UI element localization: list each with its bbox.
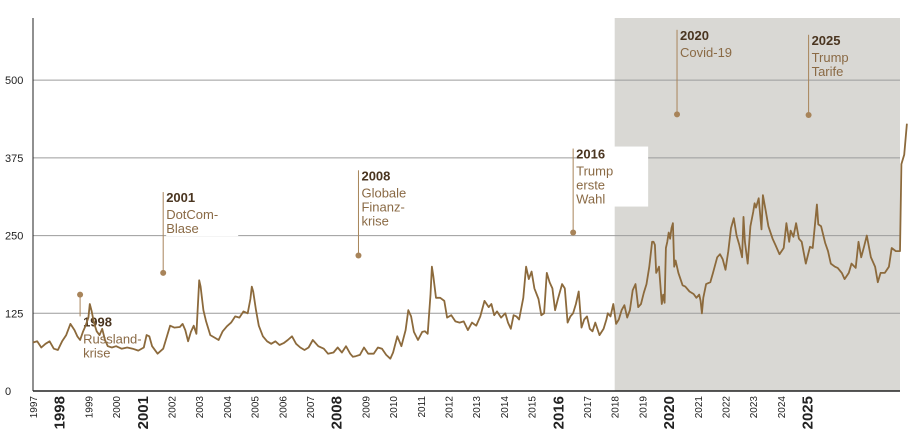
x-tick-label: 2006 <box>278 396 289 419</box>
x-tick-label: 2024 <box>777 396 788 419</box>
x-tick-label: 2003 <box>195 396 206 419</box>
annotation-year: 2020 <box>680 28 709 43</box>
annotation-text-line: DotCom- <box>166 207 218 222</box>
annotation-year: 1998 <box>83 314 112 329</box>
y-tick-label: 125 <box>5 308 23 320</box>
x-tick-label: 2001 <box>135 396 152 429</box>
annotation-year: 2016 <box>576 147 605 162</box>
annotation-text-line: Finanz- <box>361 199 404 214</box>
annotation-text-line: Trump <box>812 50 849 65</box>
series-layer <box>32 123 908 360</box>
x-tick-label: 1998 <box>52 396 69 429</box>
annotation-year: 2025 <box>812 33 841 48</box>
x-tick-label: 2000 <box>112 396 123 419</box>
annotation-text-line: Tarife <box>812 64 844 79</box>
x-tick-label: 2005 <box>251 396 262 419</box>
annotation-text-line: Wahl <box>576 192 605 207</box>
annotation-text-line: erste <box>576 178 605 193</box>
annotation-text-line: Russland- <box>83 331 142 346</box>
annotation-marker <box>674 111 681 118</box>
x-tick-label: 2008 <box>329 396 346 429</box>
series-line <box>32 123 908 360</box>
annotation-label-backing <box>83 314 156 361</box>
annotation-year: 2001 <box>166 190 195 205</box>
axis-layer: 125 250 375 500 0 1997 1998 1999 2000 2001 2002 200… <box>5 18 900 429</box>
annotation-marker <box>160 269 167 276</box>
annotation-text-line: Blase <box>166 221 199 236</box>
annotation-text-line: krise <box>361 213 388 228</box>
annotation-label-backing <box>576 146 649 207</box>
x-tick-label: 2025 <box>800 396 817 429</box>
annotation-marker <box>570 229 577 236</box>
x-tick-label: 2009 <box>361 396 372 419</box>
annotation-marker <box>805 111 812 118</box>
x-tick-label: 2007 <box>306 396 317 419</box>
x-tick-label: 2017 <box>583 396 594 419</box>
annotation-marker <box>77 291 84 298</box>
annotation-text-line: Covid-19 <box>680 45 732 60</box>
marker-layer <box>77 111 812 298</box>
x-tick-label: 1997 <box>29 396 40 419</box>
annotation-year: 2008 <box>361 168 390 183</box>
annotation-marker <box>355 252 362 259</box>
x-tick-label: 2020 <box>661 396 678 429</box>
y-tick-label: 375 <box>5 153 23 165</box>
x-tick-label: 2022 <box>721 396 732 419</box>
y-tick-label: 0 <box>5 386 11 398</box>
annotation-layer: 1998 Russland-krise 2001 DotCom-Blase 2008 Gl… <box>79 28 849 361</box>
x-tick-label: 1999 <box>84 396 95 419</box>
annotation-text-line: Globale <box>361 185 406 200</box>
x-tick-label: 2004 <box>223 396 234 419</box>
x-tick-label: 2018 <box>611 396 622 419</box>
annotation-label-backing <box>166 190 239 237</box>
x-tick-label: 2019 <box>638 396 649 419</box>
x-tick-label: 2011 <box>417 396 428 418</box>
x-tick-label: 2014 <box>500 396 511 419</box>
x-tick-label: 2012 <box>444 396 455 419</box>
x-tick-label: 2013 <box>472 396 483 419</box>
y-tick-label: 250 <box>5 231 23 243</box>
x-tick-label: 2023 <box>749 396 760 419</box>
x-tick-label: 2016 <box>550 396 567 429</box>
x-tick-label: 2015 <box>528 396 539 419</box>
annotation-label-backing <box>361 168 434 229</box>
annotation-text-line: Trump <box>576 164 613 179</box>
x-tick-label: 2002 <box>167 396 178 419</box>
x-tick-label: 2021 <box>694 396 705 419</box>
y-tick-label: 500 <box>5 75 23 87</box>
annotation-text-line: krise <box>83 345 110 360</box>
x-tick-label: 2010 <box>389 396 400 419</box>
